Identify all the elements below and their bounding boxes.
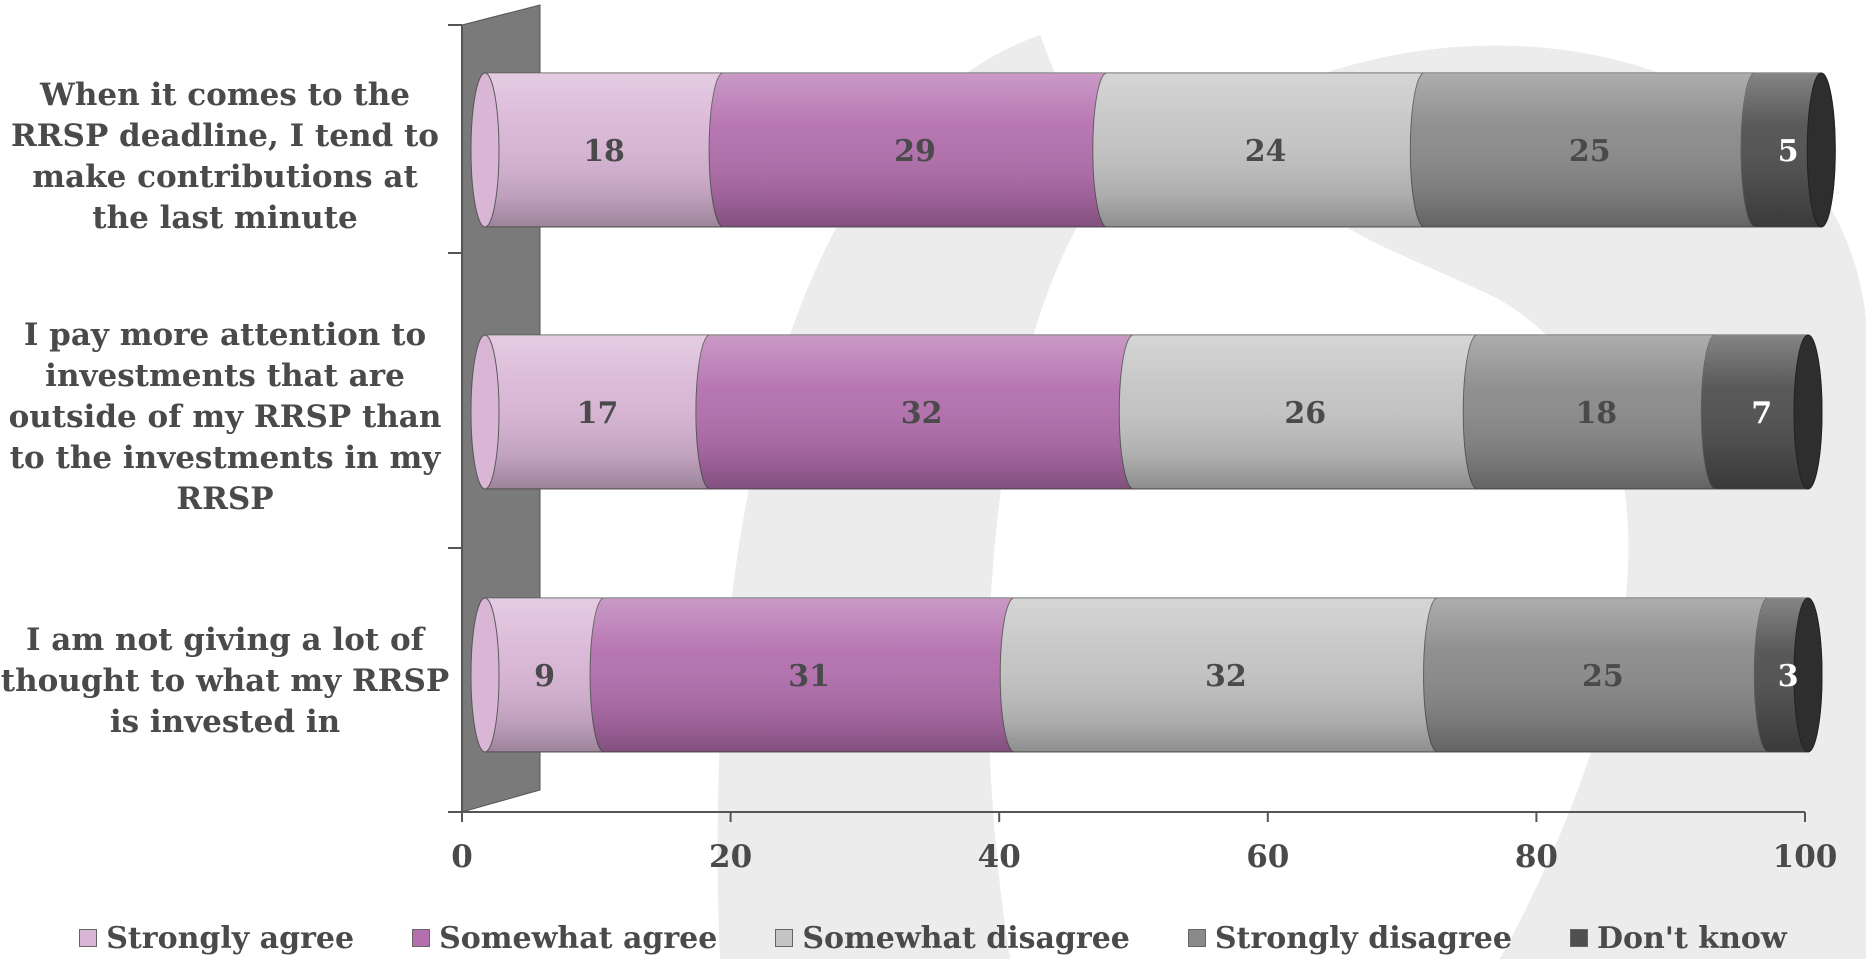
bar-segment <box>589 597 1029 753</box>
category-label-0: When it comes to the RRSP deadline, I te… <box>11 77 439 236</box>
legend-swatch <box>1187 929 1206 947</box>
data-label: 3 <box>1778 659 1799 694</box>
bar-shading <box>471 73 738 227</box>
bar-shading <box>1092 73 1439 227</box>
bar-segment <box>470 597 619 753</box>
bar-end-cap <box>1793 334 1823 490</box>
bar-segment <box>1409 72 1770 228</box>
x-tick-label: 20 <box>709 839 752 875</box>
chart-legend: Strongly agree Somewhat agree Somewhat d… <box>0 918 1866 958</box>
bar-start-cap <box>470 334 500 490</box>
x-tick-label: 80 <box>1515 839 1558 875</box>
bar-segment <box>695 334 1148 490</box>
bar-shading <box>471 598 619 752</box>
bar-end-cap <box>1793 597 1823 753</box>
data-label: 32 <box>901 396 943 431</box>
legend-swatch <box>412 929 431 947</box>
legend-swatch <box>775 929 794 947</box>
bar-segment <box>470 334 725 490</box>
legend-item-strongly-agree: Strongly agree <box>79 921 354 956</box>
category-label-2: I am not giving a lot of thought to what… <box>0 622 450 740</box>
bar-segment <box>1753 597 1823 753</box>
bar-segment <box>1092 72 1439 228</box>
legend-label: Don't know <box>1596 920 1787 956</box>
bar-shading <box>590 598 1029 752</box>
bar-start-cap <box>470 597 500 753</box>
bar-segment <box>1462 334 1730 490</box>
x-tick-label: 60 <box>1246 839 1289 875</box>
data-label: 25 <box>1582 659 1624 694</box>
bar-shading <box>1701 335 1822 489</box>
bar-shading <box>709 73 1121 227</box>
bar-start-cap <box>470 72 500 228</box>
data-label: 5 <box>1778 134 1799 169</box>
legend-swatch <box>79 929 98 947</box>
data-label: 7 <box>1751 396 1772 431</box>
bar-segment <box>1700 334 1823 490</box>
bar-shading <box>1000 598 1452 752</box>
data-label: 18 <box>1575 396 1617 431</box>
data-label: 32 <box>1205 659 1247 694</box>
legend-item-strongly-disagree: Strongly disagree <box>1187 920 1512 956</box>
data-label: 17 <box>577 396 619 431</box>
bar-segment <box>999 597 1453 753</box>
bar-segment <box>470 72 738 228</box>
legend-item-somewhat-disagree: Somewhat disagree <box>775 921 1130 956</box>
bar-shading <box>1410 73 1770 227</box>
bar-shading <box>1463 335 1730 489</box>
legend-item-somewhat-agree: Somewhat agree <box>412 921 717 956</box>
legend-swatch <box>1569 929 1588 947</box>
data-label: 29 <box>894 134 936 169</box>
data-label: 18 <box>583 134 625 169</box>
bar-segment <box>1740 72 1836 228</box>
bar-shading <box>471 335 724 489</box>
x-tick-label: 100 <box>1773 839 1838 875</box>
legend-label: Somewhat disagree <box>802 920 1130 956</box>
data-label: 26 <box>1284 396 1326 431</box>
data-label: 24 <box>1245 134 1287 169</box>
data-label: 9 <box>534 659 555 694</box>
x-tick-label: 40 <box>978 839 1021 875</box>
category-label-1: I pay more attention to investments that… <box>8 317 442 517</box>
legend-label: Somewhat agree <box>439 920 718 956</box>
legend-item-dont-know: Don't know <box>1569 920 1787 956</box>
x-tick-label: 0 <box>451 839 473 875</box>
legend-label: Strongly agree <box>106 920 355 956</box>
bar-shading <box>1119 335 1492 489</box>
bar-end-cap <box>1806 72 1836 228</box>
data-label: 31 <box>788 659 830 694</box>
bar-segment <box>1423 597 1783 753</box>
bar-shading <box>1423 598 1783 752</box>
legend-label: Strongly disagree <box>1214 920 1512 956</box>
bar-shading <box>695 335 1148 489</box>
bar-segment <box>708 72 1122 228</box>
data-label: 25 <box>1569 134 1611 169</box>
